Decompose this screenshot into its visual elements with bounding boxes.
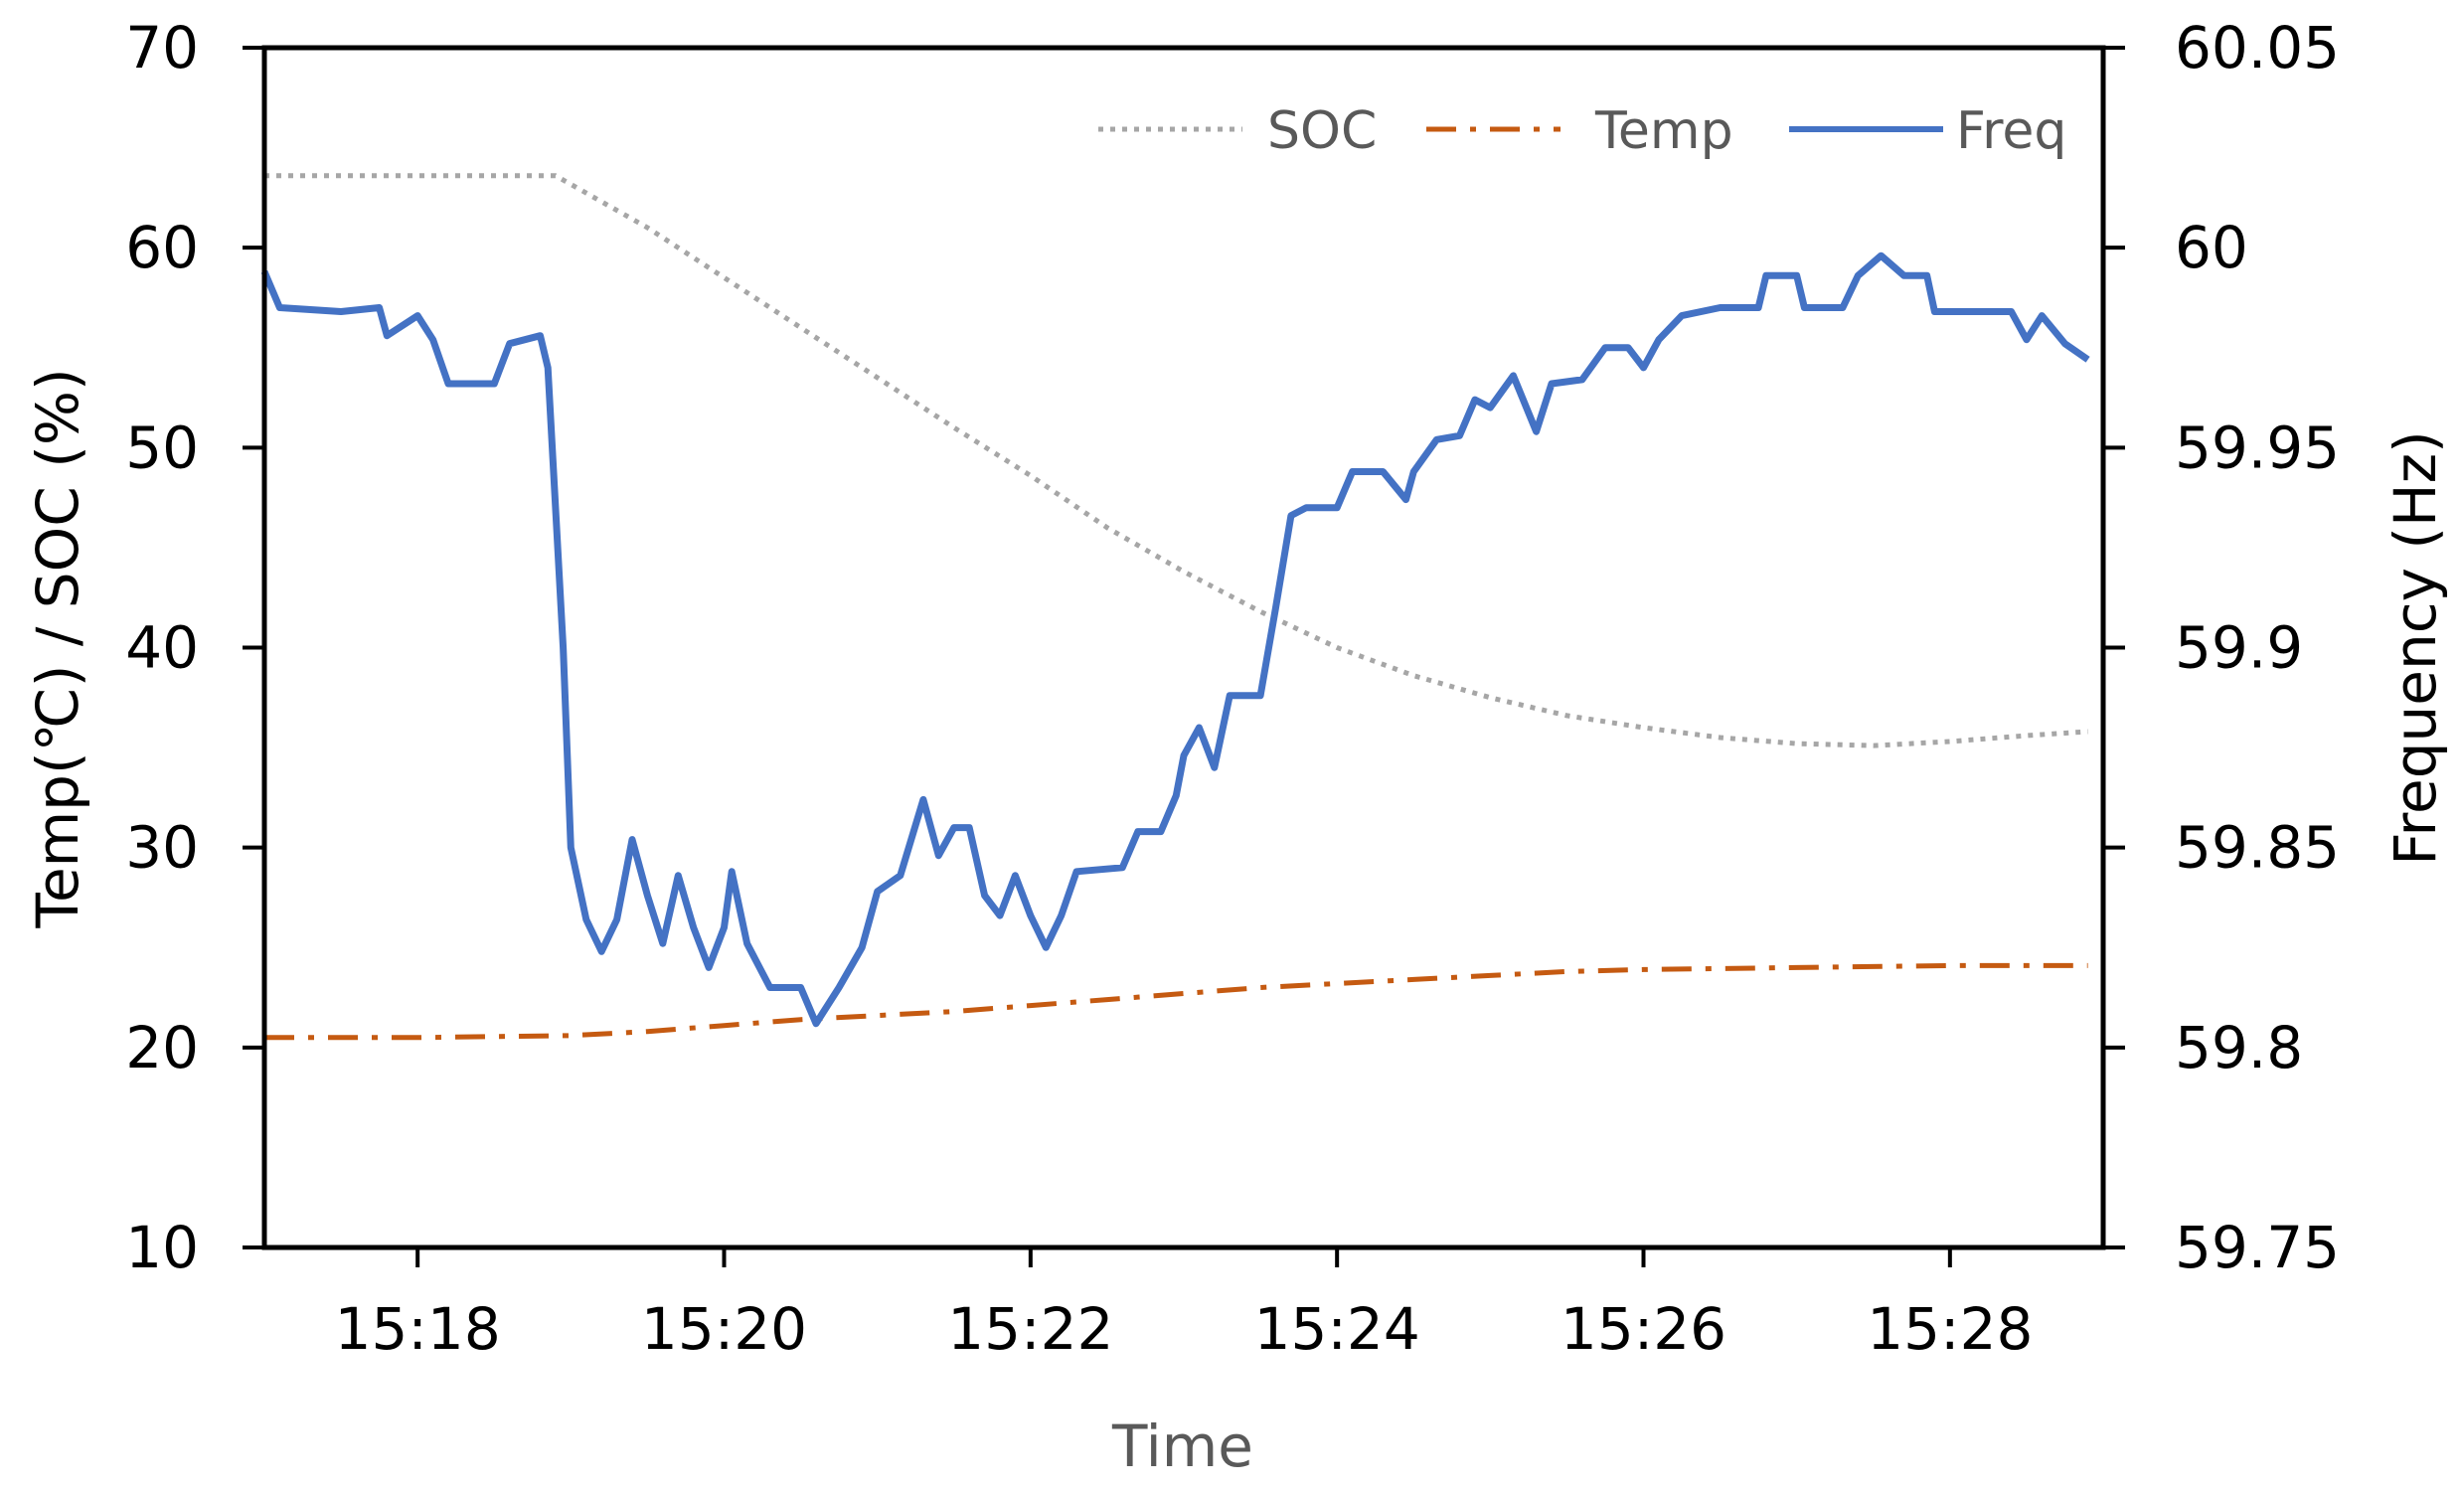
y-axis-left-tick-label: 30	[125, 814, 199, 882]
x-axis-tick-label: 15:26	[1561, 1295, 1726, 1363]
series-line-freq	[260, 251, 2090, 1028]
y-axis-right-tick-label: 59.9	[2175, 614, 2303, 682]
legend-label-freq: Freq	[1956, 101, 2066, 161]
y-axis-left-tick-label: 20	[125, 1014, 199, 1081]
x-axis-tick-label: 15:28	[1867, 1295, 2033, 1363]
y-axis-right-tick-label: 59.85	[2175, 814, 2340, 882]
series-layer	[260, 173, 2090, 1041]
legend-label-temp: Temp	[1594, 101, 1733, 161]
series-line-soc	[264, 173, 2088, 748]
x-axis-tick-label: 15:20	[641, 1295, 807, 1363]
y-axis-left-tick-label: 50	[125, 414, 199, 481]
x-axis-tick-label: 15:18	[335, 1295, 501, 1363]
y-axis-left-tick-label: 70	[125, 14, 199, 82]
x-axis-title: Time	[1111, 1412, 1253, 1480]
y-axis-right-tick-label: 59.95	[2175, 414, 2340, 481]
x-axis-tick-label: 15:24	[1254, 1295, 1420, 1363]
x-axis-ticks: 15:18 15:20 15:22 15:24 15:26 15:28	[335, 1247, 2033, 1363]
legend-label-soc: SOC	[1267, 101, 1377, 161]
series-line-temp	[264, 962, 2088, 1041]
y-axis-right-ticks: 59.75 59.8 59.85 59.9 59.95 60 60.05	[2103, 14, 2340, 1281]
y-axis-right-tick-label: 59.75	[2175, 1214, 2340, 1281]
y-axis-right-title: Frequency (Hz)	[2382, 430, 2449, 865]
x-axis-tick-label: 15:22	[947, 1295, 1113, 1363]
y-axis-left-tick-label: 10	[125, 1214, 199, 1281]
y-axis-left-tick-label: 40	[125, 614, 199, 682]
y-axis-left-ticks: 10 20 30 40 50 60 70	[125, 14, 264, 1281]
y-axis-right-tick-label: 59.8	[2175, 1014, 2303, 1081]
legend: SOC Temp Freq	[1098, 101, 2066, 161]
y-axis-left-tick-label: 60	[125, 214, 199, 281]
y-axis-right-tick-label: 60.05	[2175, 14, 2340, 82]
y-axis-right-tick-label: 60	[2175, 214, 2248, 281]
y-axis-left-title: Temp(℃) / SOC (%)	[24, 368, 91, 928]
